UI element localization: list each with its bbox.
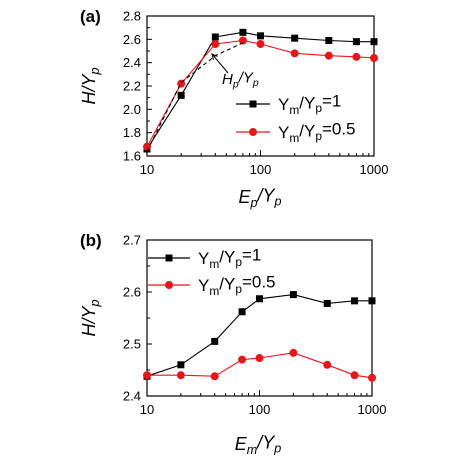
series-3 bbox=[146, 42, 244, 152]
y-tick-label: 1.8 bbox=[123, 125, 141, 140]
x-tick-label: 100 bbox=[249, 402, 271, 417]
x-axis-title: Ep/Yp bbox=[238, 185, 281, 210]
panel-label: (a) bbox=[80, 7, 101, 26]
legend-marker bbox=[249, 100, 257, 108]
legend-marker bbox=[165, 281, 173, 289]
x-tick-label: 1000 bbox=[360, 162, 389, 177]
legend-marker bbox=[165, 254, 173, 262]
data-point bbox=[255, 354, 264, 363]
data-point bbox=[351, 297, 359, 305]
y-tick-label: 2.2 bbox=[123, 79, 141, 94]
data-point bbox=[177, 91, 185, 99]
legend: Ym/Yp=1 Ym/Yp=0.5 bbox=[236, 92, 356, 145]
annotation-arrowhead bbox=[211, 53, 218, 60]
legend: Ym/Yp=1Ym/Yp=0.5 bbox=[148, 246, 276, 298]
data-point bbox=[256, 40, 265, 48]
data-point bbox=[211, 337, 219, 345]
y-tick-label: 2.5 bbox=[123, 337, 141, 352]
series-1 bbox=[143, 291, 376, 380]
data-point bbox=[325, 37, 333, 44]
y-axis-title: H/Yp bbox=[79, 67, 102, 104]
y-tick-label: 2.0 bbox=[123, 102, 141, 117]
legend-label: Ym/Yp=0.5 bbox=[198, 273, 276, 298]
series-2 bbox=[143, 36, 378, 151]
x-tick-label: 100 bbox=[250, 162, 272, 177]
data-point bbox=[239, 28, 247, 36]
data-point bbox=[238, 36, 247, 45]
data-point bbox=[324, 51, 333, 60]
data-point bbox=[143, 371, 151, 380]
data-point bbox=[238, 308, 246, 316]
data-point bbox=[176, 371, 185, 380]
data-point bbox=[290, 49, 299, 58]
dashed-line bbox=[146, 42, 244, 152]
y-tick-label: 2.8 bbox=[123, 9, 141, 24]
x-tick-label: 10 bbox=[140, 402, 154, 417]
data-point bbox=[352, 38, 360, 46]
data-point bbox=[289, 291, 297, 299]
annotation-label: Hp/Yp bbox=[222, 70, 259, 91]
y-tick-label: 1.6 bbox=[123, 149, 141, 164]
data-point bbox=[323, 299, 331, 307]
x-tick-label: 10 bbox=[140, 162, 154, 177]
data-point bbox=[291, 34, 299, 42]
x-axis-title: Em/Yp bbox=[235, 432, 282, 457]
y-tick-label: 2.4 bbox=[123, 55, 141, 70]
data-point bbox=[211, 33, 219, 41]
data-point bbox=[370, 38, 378, 46]
panel-label: (b) bbox=[80, 231, 102, 250]
y-tick-label: 2.6 bbox=[123, 32, 141, 47]
data-point bbox=[238, 355, 247, 364]
data-point bbox=[143, 142, 151, 151]
annotation-arrow bbox=[211, 53, 229, 74]
legend-marker bbox=[249, 128, 257, 136]
chart-panel-1: 1.61.82.02.22.42.62.810 100 1000Ym/Yp=1Ym/… bbox=[79, 7, 388, 210]
y-tick-label: 2.6 bbox=[123, 285, 141, 300]
data-point bbox=[257, 32, 264, 40]
data-point bbox=[256, 295, 263, 303]
series-2 bbox=[143, 348, 376, 382]
legend-label: Ym/Yp=1 bbox=[198, 246, 261, 271]
chart-panel-2: 2.4 2.5 2.6 2.7 10 100 1000 Ym/Yp=1Ym/Yp=0.5 (b)… bbox=[79, 231, 386, 457]
y-tick-label: 2.7 bbox=[123, 233, 141, 248]
legend-label: Ym/Yp=1 bbox=[278, 92, 341, 117]
legend-label: Ym/Yp=0.5 bbox=[278, 120, 356, 145]
data-point bbox=[211, 40, 220, 48]
y-axis-title: H/Yp bbox=[79, 299, 102, 336]
data-point bbox=[323, 360, 332, 369]
data-point bbox=[368, 373, 376, 382]
data-point bbox=[368, 297, 376, 305]
data-point bbox=[177, 361, 185, 369]
data-point bbox=[350, 371, 359, 380]
x-tick-label: 1000 bbox=[358, 402, 387, 417]
data-point bbox=[289, 348, 298, 357]
data-point bbox=[352, 52, 361, 61]
y-tick-label: 2.4 bbox=[123, 389, 141, 404]
data-point bbox=[370, 54, 378, 62]
data-point bbox=[210, 372, 219, 381]
